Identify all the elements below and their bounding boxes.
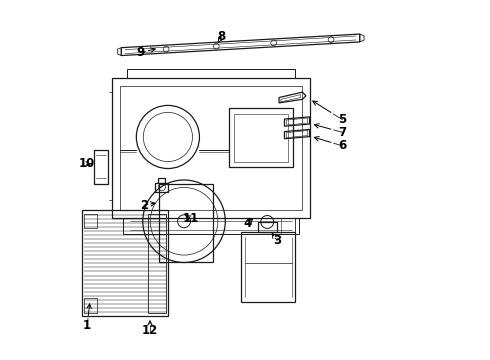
Text: 12: 12 bbox=[142, 324, 158, 337]
Text: 11: 11 bbox=[183, 212, 199, 225]
Text: 5: 5 bbox=[339, 113, 346, 126]
Text: 4: 4 bbox=[244, 217, 252, 230]
Text: 1: 1 bbox=[83, 319, 91, 332]
Text: 10: 10 bbox=[78, 157, 95, 170]
Text: 6: 6 bbox=[339, 139, 346, 152]
Text: 7: 7 bbox=[339, 126, 346, 139]
Text: 3: 3 bbox=[273, 234, 281, 247]
Text: 2: 2 bbox=[140, 199, 148, 212]
Text: 8: 8 bbox=[218, 30, 226, 43]
Text: 9: 9 bbox=[136, 46, 145, 59]
